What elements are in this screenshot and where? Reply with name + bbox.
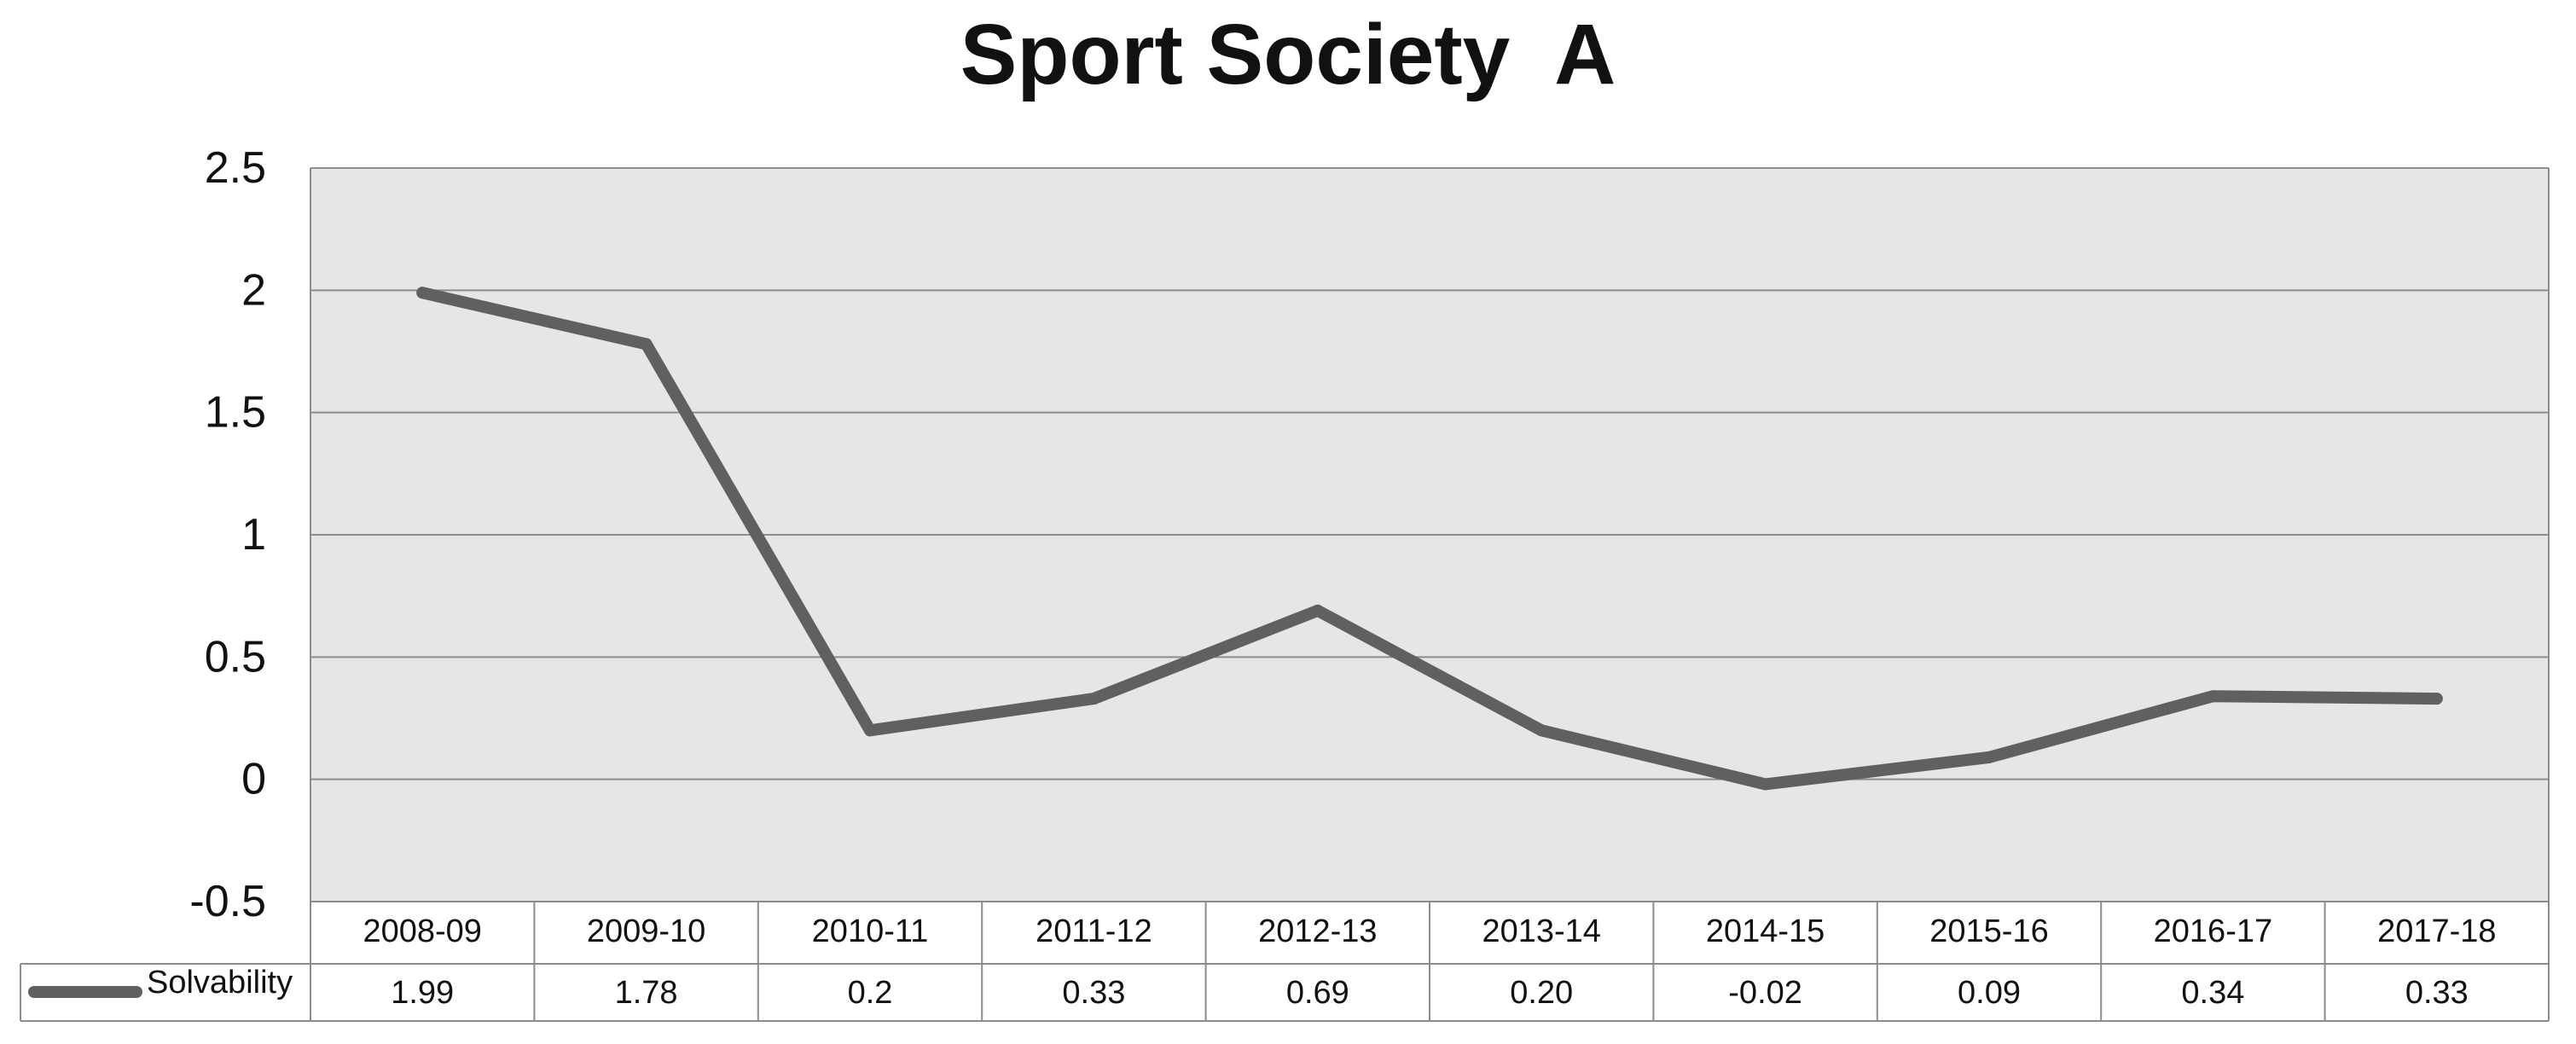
x-category-label: 2009-10 — [587, 914, 705, 949]
y-tick-label: 1.5 — [205, 388, 266, 438]
data-value-label: 1.99 — [391, 975, 454, 1011]
data-point — [1983, 751, 1995, 763]
y-tick-label: 2 — [241, 265, 266, 315]
data-point — [2207, 690, 2219, 703]
x-category-label: 2013-14 — [1482, 914, 1600, 949]
y-tick-label: 2.5 — [205, 143, 266, 193]
data-value-label: 0.09 — [1958, 975, 2021, 1011]
data-value-label: 0.20 — [1510, 975, 1573, 1011]
data-value-label: 0.2 — [848, 975, 893, 1011]
series-layer — [416, 287, 2443, 791]
y-tick-label: 0 — [241, 755, 266, 804]
chart-title: Sport Society A — [960, 7, 1616, 102]
data-point — [1311, 604, 1324, 617]
y-tick-label: -0.5 — [189, 877, 266, 926]
data-value-label: 0.33 — [1062, 975, 1125, 1011]
x-category-label: 2014-15 — [1706, 914, 1825, 949]
x-category-label: 2015-16 — [1929, 914, 2048, 949]
x-category-label: 2012-13 — [1258, 914, 1377, 949]
data-value-label: 1.78 — [615, 975, 678, 1011]
legend-label: Solvability — [147, 965, 293, 1000]
solvability-line — [416, 287, 2443, 791]
y-tick-label: 1 — [241, 510, 266, 560]
data-value-label: 0.33 — [2405, 975, 2469, 1011]
x-category-label: 2017-18 — [2377, 914, 2496, 949]
data-point — [864, 724, 876, 737]
data-table: 2008-09 1.99 2009-10 1.78 2010-11 0.2 2011-12 0… — [20, 901, 2549, 1022]
x-category-label: 2008-09 — [363, 914, 481, 949]
data-point — [2430, 693, 2443, 705]
data-value-label: 0.34 — [2181, 975, 2244, 1011]
data-point — [640, 338, 653, 351]
x-category-label: 2016-17 — [2154, 914, 2272, 949]
data-point — [1088, 693, 1100, 705]
x-category-label: 2011-12 — [1036, 914, 1152, 949]
data-value-label: 0.69 — [1286, 975, 1349, 1011]
x-category-label: 2010-11 — [812, 914, 929, 949]
data-point — [416, 287, 429, 299]
data-point — [1535, 724, 1548, 737]
data-point — [1759, 778, 1772, 791]
y-tick-label: 0.5 — [205, 632, 266, 682]
y-axis-ticks: 2.5 2 1.5 1 0.5 0 -0.5 — [189, 143, 266, 926]
data-value-label: -0.02 — [1728, 975, 1802, 1011]
